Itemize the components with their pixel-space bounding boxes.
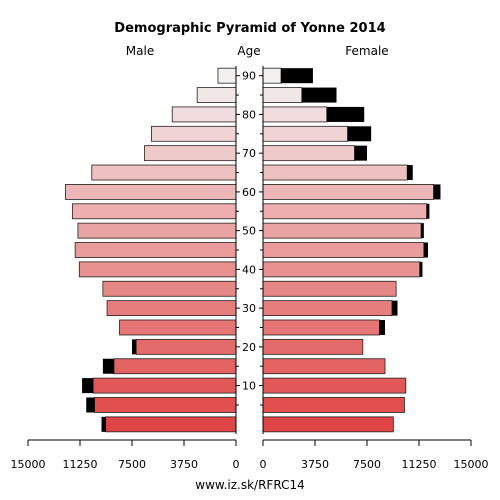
male-bar-10-14 [92,377,237,394]
x-tick-right-2: 7500 [353,458,381,471]
female-excess-55-59 [426,203,430,219]
age-tick-10: 10 [242,380,256,393]
female-bar-85-89 [262,87,303,103]
male-bar-80-84 [171,106,237,123]
female-bar-60-64 [262,184,434,200]
female-label: Female [345,44,388,58]
female-bar-45-49 [262,242,425,258]
x-tick-left-3: 3750 [170,458,198,471]
age-tick-60: 60 [242,186,256,199]
female-bar-5-9 [262,397,405,413]
male-bar-65-69 [91,164,237,181]
female-bar-80-84 [262,106,328,123]
male-bar-30-34 [106,300,237,317]
female-excess-25-29 [379,319,386,335]
male-excess-10-14 [82,378,94,394]
female-excess-70-74 [354,145,367,161]
age-label: Age [237,44,260,58]
x-tick-left-0: 15000 [11,458,46,471]
male-excess-0-4 [101,416,106,432]
female-excess-80-84 [326,106,365,122]
female-bar-35-39 [262,280,397,297]
age-tick-50: 50 [242,225,256,238]
age-tick-40: 40 [242,263,256,276]
female-bar-15-19 [262,358,386,375]
male-excess-5-9 [86,397,95,413]
male-bar-50-54 [77,222,237,239]
female-excess-75-79 [347,126,372,142]
female-excess-30-34 [391,300,398,316]
male-bar-45-49 [74,242,237,258]
female-bar-20-24 [262,338,364,355]
female-bar-40-44 [262,261,421,278]
age-tick-group: 10 20 30 40 50 60 70 80 90 [236,70,263,406]
male-bar-75-79 [151,125,237,142]
male-bar-85-89 [196,87,237,103]
male-bar-5-9 [94,397,237,413]
female-bar-10-14 [262,377,407,394]
male-label: Male [126,44,154,58]
age-tick-30: 30 [242,302,256,315]
age-tick-70: 70 [242,147,256,160]
male-bar-20-24 [135,338,237,355]
age-tick-20: 20 [242,341,256,354]
male-bar-40-44 [78,261,237,278]
x-tick-left-2: 7500 [118,458,146,471]
female-bar-75-79 [262,125,348,142]
male-bar-35-39 [102,280,237,297]
male-bar-60-64 [65,184,237,200]
x-tick-right-1: 3750 [301,458,329,471]
male-bar-70-74 [144,145,237,162]
x-tick-right-4: 15000 [454,458,489,471]
male-bar-55-59 [71,203,237,220]
age-tick-80: 80 [242,108,256,121]
female-excess-50-54 [421,223,424,239]
female-bar-0-4 [262,416,394,433]
source-label: www.iz.sk/RFRC14 [195,478,304,492]
female-excess-45-49 [423,242,429,258]
female-bar-25-29 [262,319,380,336]
female-excess-85-89 [301,87,337,103]
x-tick-right-0: 0 [260,458,267,471]
female-bar-50-54 [262,222,422,239]
male-bar-25-29 [119,319,237,336]
x-tick-left-1: 11250 [63,458,98,471]
x-tick-group: 15000 11250 7500 3750 0 0 3750 7500 11250 15000 [11,440,489,471]
female-bar-55-59 [262,203,428,220]
chart-title: Demographic Pyramid of Yonne 2014 [114,21,385,36]
female-bar-65-69 [262,164,408,181]
male-excess-15-19 [102,358,114,374]
female-excess-65-69 [407,165,413,181]
x-tick-left-4: 0 [233,458,240,471]
female-excess-90+ [281,68,313,84]
male-bars [65,67,237,433]
male-bar-90+ [217,67,237,84]
x-tick-right-3: 11250 [402,458,437,471]
female-bars [262,67,441,433]
female-bar-30-34 [262,300,393,317]
age-tick-90: 90 [242,70,256,83]
male-bar-15-19 [113,358,237,375]
male-bar-0-4 [105,416,237,433]
male-excess-20-24 [132,339,137,355]
female-excess-40-44 [419,261,423,277]
female-bar-70-74 [262,145,355,162]
female-bar-90+ [262,67,282,84]
female-excess-60-64 [433,184,441,200]
